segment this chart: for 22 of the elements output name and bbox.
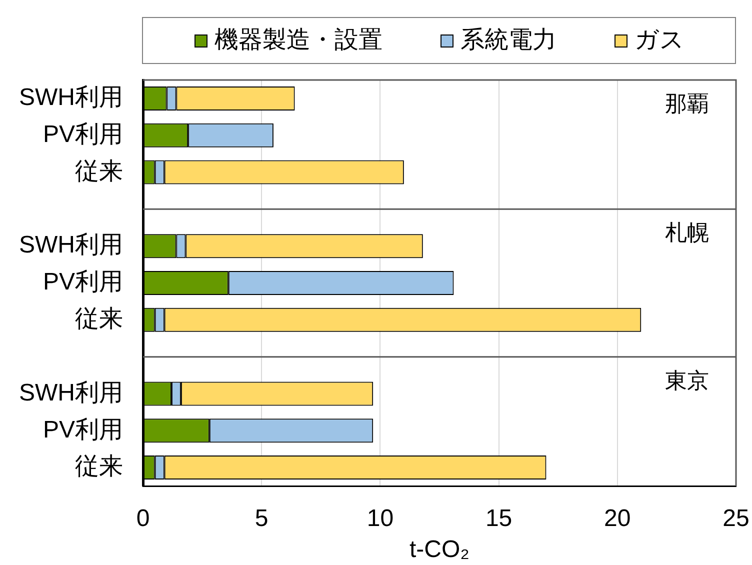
y-tick-label: 従来 — [75, 453, 123, 480]
x-tick-label: 20 — [604, 505, 631, 532]
y-tick-label: PV利用 — [42, 120, 123, 148]
annotation: 那覇 — [665, 91, 709, 116]
legend-label: 系統電力 — [460, 26, 556, 54]
x-tick-label: 15 — [485, 505, 512, 532]
x-tick-label: 10 — [366, 505, 394, 532]
x-tick-label: 5 — [254, 505, 268, 532]
y-tick-label: 従来 — [75, 306, 123, 333]
x-axis-title: t-CO₂ — [410, 536, 470, 564]
annotation: 札幌 — [665, 220, 709, 246]
x-tick-label: 25 — [722, 505, 750, 532]
y-tick-label: SWH利用 — [19, 84, 123, 112]
y-tick-label: PV利用 — [42, 416, 123, 444]
y-tick-label: PV利用 — [42, 268, 123, 296]
legend-label: 機器製造・設置 — [214, 26, 382, 54]
y-tick-label: 従来 — [75, 158, 123, 185]
x-tick-label: 0 — [136, 505, 150, 532]
annotation: 東京 — [665, 368, 709, 393]
y-tick-label: SWH利用 — [19, 232, 123, 259]
legend-label: ガス — [634, 26, 684, 54]
y-tick-label: SWH利用 — [19, 379, 123, 406]
